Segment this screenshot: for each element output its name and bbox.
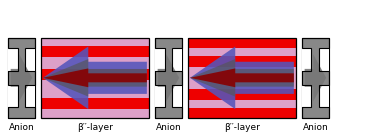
Bar	[41, 47, 149, 57]
Text: β′′-layer: β′′-layer	[77, 123, 113, 132]
Polygon shape	[190, 59, 294, 97]
Bar	[8, 85, 17, 107]
Polygon shape	[190, 68, 294, 87]
Bar	[188, 38, 296, 118]
Bar	[319, 48, 329, 71]
Bar	[188, 89, 296, 100]
Text: β′′-layer: β′′-layer	[224, 123, 260, 132]
Bar	[319, 85, 329, 107]
Bar	[41, 80, 149, 98]
Polygon shape	[11, 54, 32, 101]
Polygon shape	[190, 47, 294, 109]
Bar	[8, 38, 35, 118]
Text: Anion: Anion	[9, 123, 34, 132]
Bar	[8, 48, 17, 71]
Polygon shape	[158, 54, 179, 101]
Bar	[25, 85, 35, 107]
Bar	[302, 48, 311, 71]
Bar	[188, 56, 296, 67]
Text: Anion: Anion	[302, 123, 328, 132]
Bar	[188, 108, 296, 118]
Bar	[188, 67, 296, 89]
Bar	[155, 85, 164, 107]
Bar	[41, 98, 149, 109]
Bar	[25, 48, 35, 71]
Bar	[41, 69, 149, 80]
Bar	[41, 109, 149, 118]
Polygon shape	[43, 68, 147, 87]
Bar	[41, 38, 149, 47]
Bar	[188, 100, 296, 108]
Bar	[172, 48, 182, 71]
Polygon shape	[43, 47, 147, 109]
Bar	[155, 38, 182, 118]
Bar	[188, 48, 296, 56]
Bar	[41, 38, 149, 118]
Polygon shape	[43, 59, 147, 97]
Bar	[41, 57, 149, 69]
Polygon shape	[305, 54, 326, 101]
Bar	[172, 85, 182, 107]
Text: Anion: Anion	[156, 123, 181, 132]
Bar	[155, 48, 164, 71]
Bar	[302, 85, 311, 107]
Bar	[188, 38, 296, 48]
Bar	[302, 38, 329, 118]
